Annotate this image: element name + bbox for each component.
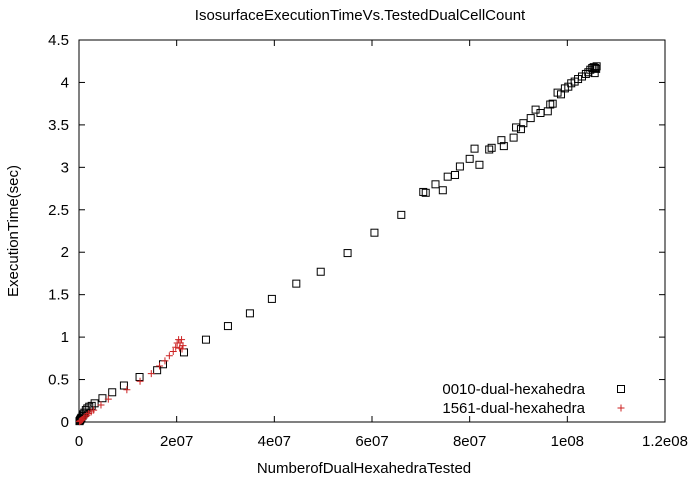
data-point xyxy=(178,345,186,353)
data-point xyxy=(548,99,557,108)
data-point xyxy=(267,294,276,303)
data-point xyxy=(153,366,162,375)
data-point xyxy=(97,401,105,409)
y-axis: 0 0.5 1 1.5 2 2.5 3 3.5 4 4.5 xyxy=(48,32,665,431)
x-tick-label: 1e08 xyxy=(551,433,584,450)
data-point xyxy=(509,133,518,142)
data-point xyxy=(90,406,98,414)
data-point xyxy=(397,210,406,219)
data-point xyxy=(475,160,484,169)
y-tick-label: 0.5 xyxy=(48,372,69,389)
data-point xyxy=(178,336,186,344)
data-point xyxy=(223,322,232,331)
data-point xyxy=(123,386,131,394)
data-point xyxy=(370,228,379,237)
data-point xyxy=(98,394,107,403)
data-point xyxy=(516,125,525,134)
x-tick-label: 0 xyxy=(75,433,83,450)
y-tick-label: 0 xyxy=(61,414,69,431)
data-point xyxy=(119,381,128,390)
x-axis-label: NumberofDualHexahedraTested xyxy=(257,460,471,477)
plot-area: 0 2e07 4e07 6e07 8e07 1e08 1.2e08 0 0.5 1 1.5 2 2.5… xyxy=(48,32,688,450)
x-axis: 0 2e07 4e07 6e07 8e07 1e08 1.2e08 xyxy=(75,40,688,450)
x-tick-label: 8e07 xyxy=(453,433,486,450)
data-point xyxy=(487,143,496,152)
data-point xyxy=(589,63,598,72)
y-tick-label: 3.5 xyxy=(48,117,69,134)
data-point xyxy=(512,123,521,132)
legend-label: 0010-dual-hexahedra xyxy=(442,381,585,398)
y-tick-label: 3 xyxy=(61,159,69,176)
y-tick-label: 1 xyxy=(61,329,69,346)
y-tick-label: 4 xyxy=(61,74,69,91)
y-tick-label: 4.5 xyxy=(48,32,69,49)
data-point xyxy=(104,395,112,403)
data-point xyxy=(90,399,99,408)
x-tick-label: 6e07 xyxy=(355,433,388,450)
data-point xyxy=(292,279,301,288)
series-1 xyxy=(75,336,187,426)
data-point xyxy=(421,188,430,197)
data-point xyxy=(485,145,494,154)
data-point xyxy=(438,186,447,195)
legend-marker xyxy=(617,385,625,393)
data-point xyxy=(172,343,180,351)
data-point xyxy=(245,309,254,318)
data-point xyxy=(136,377,144,385)
data-point xyxy=(526,114,535,123)
data-point xyxy=(431,180,440,189)
data-point xyxy=(519,119,528,128)
data-point xyxy=(592,64,601,73)
x-tick-label: 1.2e08 xyxy=(642,433,688,450)
data-point xyxy=(169,348,177,356)
data-point xyxy=(451,170,460,179)
data-point xyxy=(156,362,164,370)
chart-title: IsosurfaceExecutionTimeVs.TestedDualCell… xyxy=(195,7,526,24)
series-layer xyxy=(75,62,601,426)
data-point xyxy=(546,100,555,109)
y-axis-label: ExecutionTime(sec) xyxy=(5,165,22,297)
data-point xyxy=(470,144,479,153)
legend-label: 1561-dual-hexahedra xyxy=(442,400,585,417)
data-point xyxy=(108,388,117,397)
data-point xyxy=(581,69,590,78)
data-point xyxy=(161,357,169,365)
data-point xyxy=(497,136,506,145)
data-point xyxy=(79,414,87,422)
data-point xyxy=(179,342,187,350)
data-point xyxy=(343,249,352,258)
data-point xyxy=(465,154,474,163)
data-point xyxy=(201,335,210,344)
y-tick-label: 2.5 xyxy=(48,202,69,219)
y-tick-label: 2 xyxy=(61,244,69,261)
data-point xyxy=(499,142,508,151)
x-tick-label: 4e07 xyxy=(258,433,291,450)
x-tick-label: 2e07 xyxy=(160,433,193,450)
data-point xyxy=(591,64,600,73)
data-point xyxy=(419,187,428,196)
legend-marker xyxy=(617,404,625,412)
data-point xyxy=(165,352,173,360)
data-point xyxy=(316,267,325,276)
legend: 0010-dual-hexahedra 1561-dual-hexahedra xyxy=(442,381,625,417)
data-point xyxy=(590,69,599,78)
data-point xyxy=(147,370,155,378)
y-tick-label: 1.5 xyxy=(48,287,69,304)
data-point xyxy=(455,162,464,171)
